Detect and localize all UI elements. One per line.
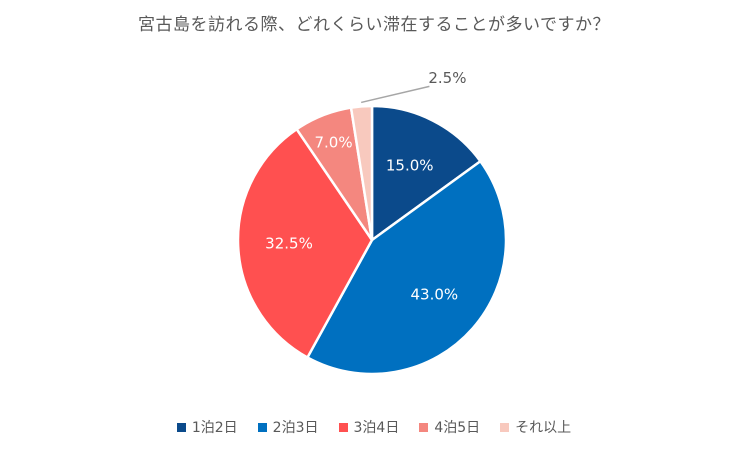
legend-label-3: 3泊4日 bbox=[353, 420, 400, 436]
data-labels: 15.0% 43.0% 32.5% 7.0% 2.5% bbox=[265, 69, 466, 304]
legend-item-4: 4泊5日 bbox=[419, 417, 480, 437]
legend-swatch-1 bbox=[176, 422, 186, 432]
chart-title: 宮古島を訪れる際、どれくらい滞在することが多いですか？ bbox=[138, 15, 610, 35]
pie-slice-5 bbox=[349, 104, 374, 242]
pie-slice-2 bbox=[306, 159, 508, 376]
legend-label-2: 2泊3日 bbox=[272, 420, 319, 436]
leader-line-5 bbox=[361, 85, 430, 104]
data-label-3: 32.5% bbox=[265, 234, 313, 252]
legend-label-1: 1泊2日 bbox=[191, 420, 238, 436]
data-label-4: 7.0% bbox=[314, 133, 352, 151]
legend-label-5: それ以上 bbox=[515, 420, 572, 436]
pie-slices bbox=[236, 104, 508, 376]
data-label-1: 15.0% bbox=[386, 156, 434, 174]
legend: 1泊2日 2泊3日 3泊4日 4泊5日 それ以上 bbox=[0, 417, 748, 437]
legend-item-2: 2泊3日 bbox=[257, 417, 319, 437]
legend-item-1: 1泊2日 bbox=[176, 417, 238, 437]
legend-swatch-3 bbox=[338, 422, 348, 432]
pie-slice-1 bbox=[370, 104, 482, 242]
legend-swatch-5 bbox=[500, 422, 510, 432]
legend-item-5: それ以上 bbox=[500, 417, 571, 437]
legend-label-4: 4泊5日 bbox=[434, 420, 481, 436]
data-label-2: 43.0% bbox=[410, 285, 458, 303]
legend-swatch-4 bbox=[419, 422, 429, 432]
legend-swatch-2 bbox=[257, 422, 267, 432]
pie-slice-3 bbox=[236, 127, 374, 359]
data-label-5: 2.5% bbox=[428, 69, 466, 87]
legend-item-3: 3泊4日 bbox=[338, 417, 400, 437]
